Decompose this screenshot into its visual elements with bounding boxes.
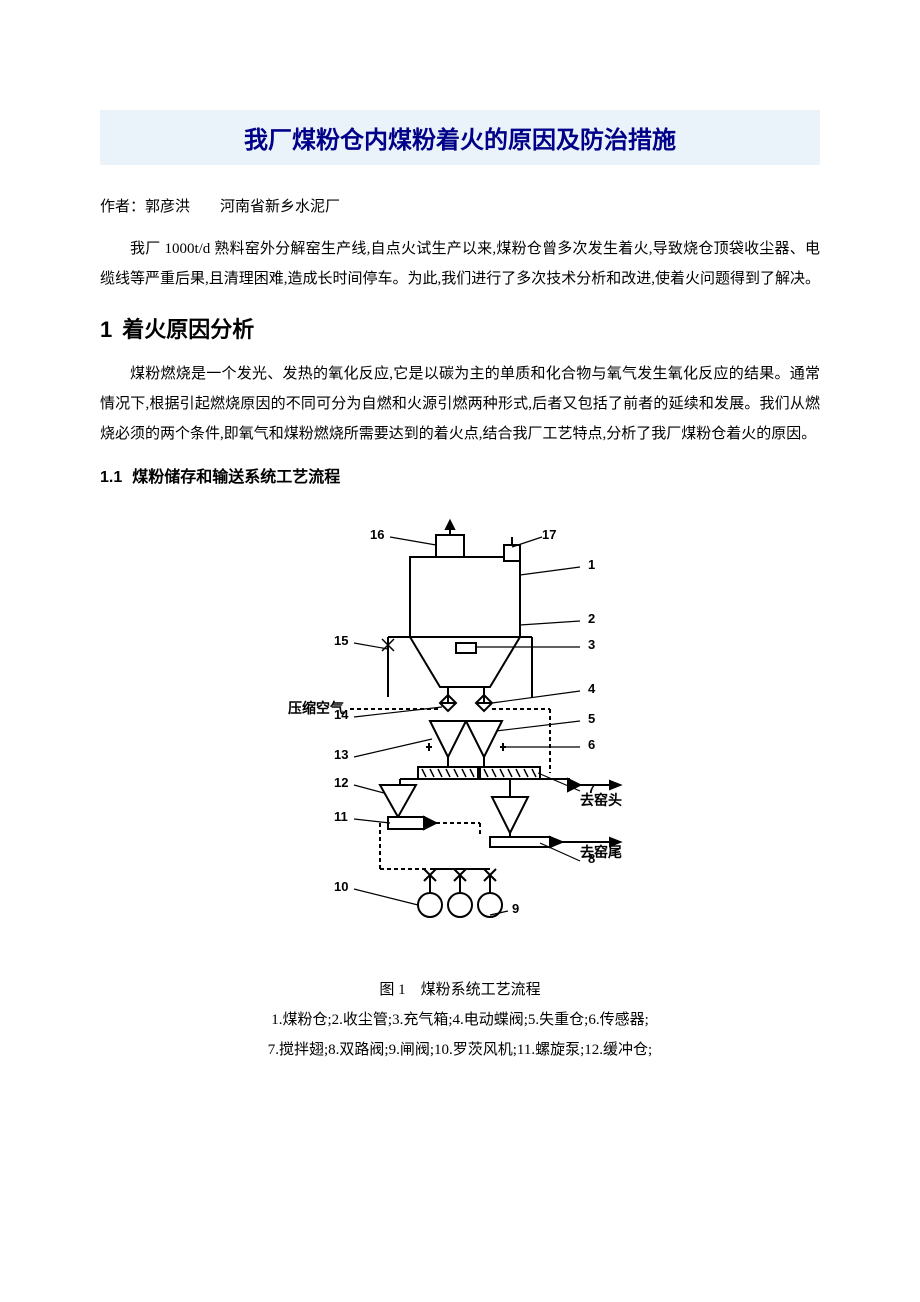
section-1-1-heading: 1.1 煤粉储存和输送系统工艺流程 [100,463,820,487]
section-1-paragraph: 煤粉燃烧是一个发光、发热的氧化反应,它是以碳为主的单质和化合物与氧气发生氧化反应… [100,359,820,449]
section-1-1-title: 煤粉储存和输送系统工艺流程 [132,469,340,486]
svg-text:10: 10 [334,879,348,894]
section-1-heading: 1 着火原因分析 [100,312,820,344]
figure-1: 压缩空气 去窑头 去窑尾 1 2 3 4 5 6 7 8 9 10 11 12 … [100,497,820,957]
svg-text:16: 16 [370,527,384,542]
svg-text:8: 8 [588,851,595,866]
section-1-1-num: 1.1 [100,469,122,486]
section-1-num: 1 [100,317,112,342]
svg-text:1: 1 [588,557,595,572]
figure-caption: 图 1 煤粉系统工艺流程 [100,975,820,1005]
svg-text:2: 2 [588,611,595,626]
section-1-title: 着火原因分析 [122,317,254,342]
svg-text:9: 9 [512,901,519,916]
to-tail-label: 去窑尾 [580,844,622,860]
svg-text:15: 15 [334,633,348,648]
svg-text:3: 3 [588,637,595,652]
to-head-label: 去窑头 [580,792,622,808]
author-line: 作者：郭彦洪 河南省新乡水泥厂 [100,195,820,216]
figure-legend-2: 7.搅拌翅;8.双路阀;9.闸阀;10.罗茨风机;11.螺旋泵;12.缓冲仓; [100,1035,820,1065]
svg-text:12: 12 [334,775,348,790]
svg-text:7: 7 [588,781,595,796]
figure-legend-1: 1.煤粉仓;2.收尘管;3.充气箱;4.电动蝶阀;5.失重仓;6.传感器; [100,1005,820,1035]
svg-text:13: 13 [334,747,348,762]
page-title: 我厂煤粉仓内煤粉着火的原因及防治措施 [100,110,820,165]
svg-text:4: 4 [588,681,596,696]
flow-diagram-icon: 压缩空气 去窑头 去窑尾 1 2 3 4 5 6 7 8 9 10 11 12 … [280,497,640,957]
svg-text:5: 5 [588,711,595,726]
page: 我厂煤粉仓内煤粉着火的原因及防治措施 作者：郭彦洪 河南省新乡水泥厂 我厂 10… [0,0,920,1125]
svg-text:17: 17 [542,527,556,542]
svg-text:11: 11 [334,809,348,824]
svg-text:14: 14 [334,707,349,722]
svg-text:6: 6 [588,737,595,752]
intro-paragraph: 我厂 1000t/d 熟料窑外分解窑生产线,自点火试生产以来,煤粉仓曾多次发生着… [100,234,820,294]
